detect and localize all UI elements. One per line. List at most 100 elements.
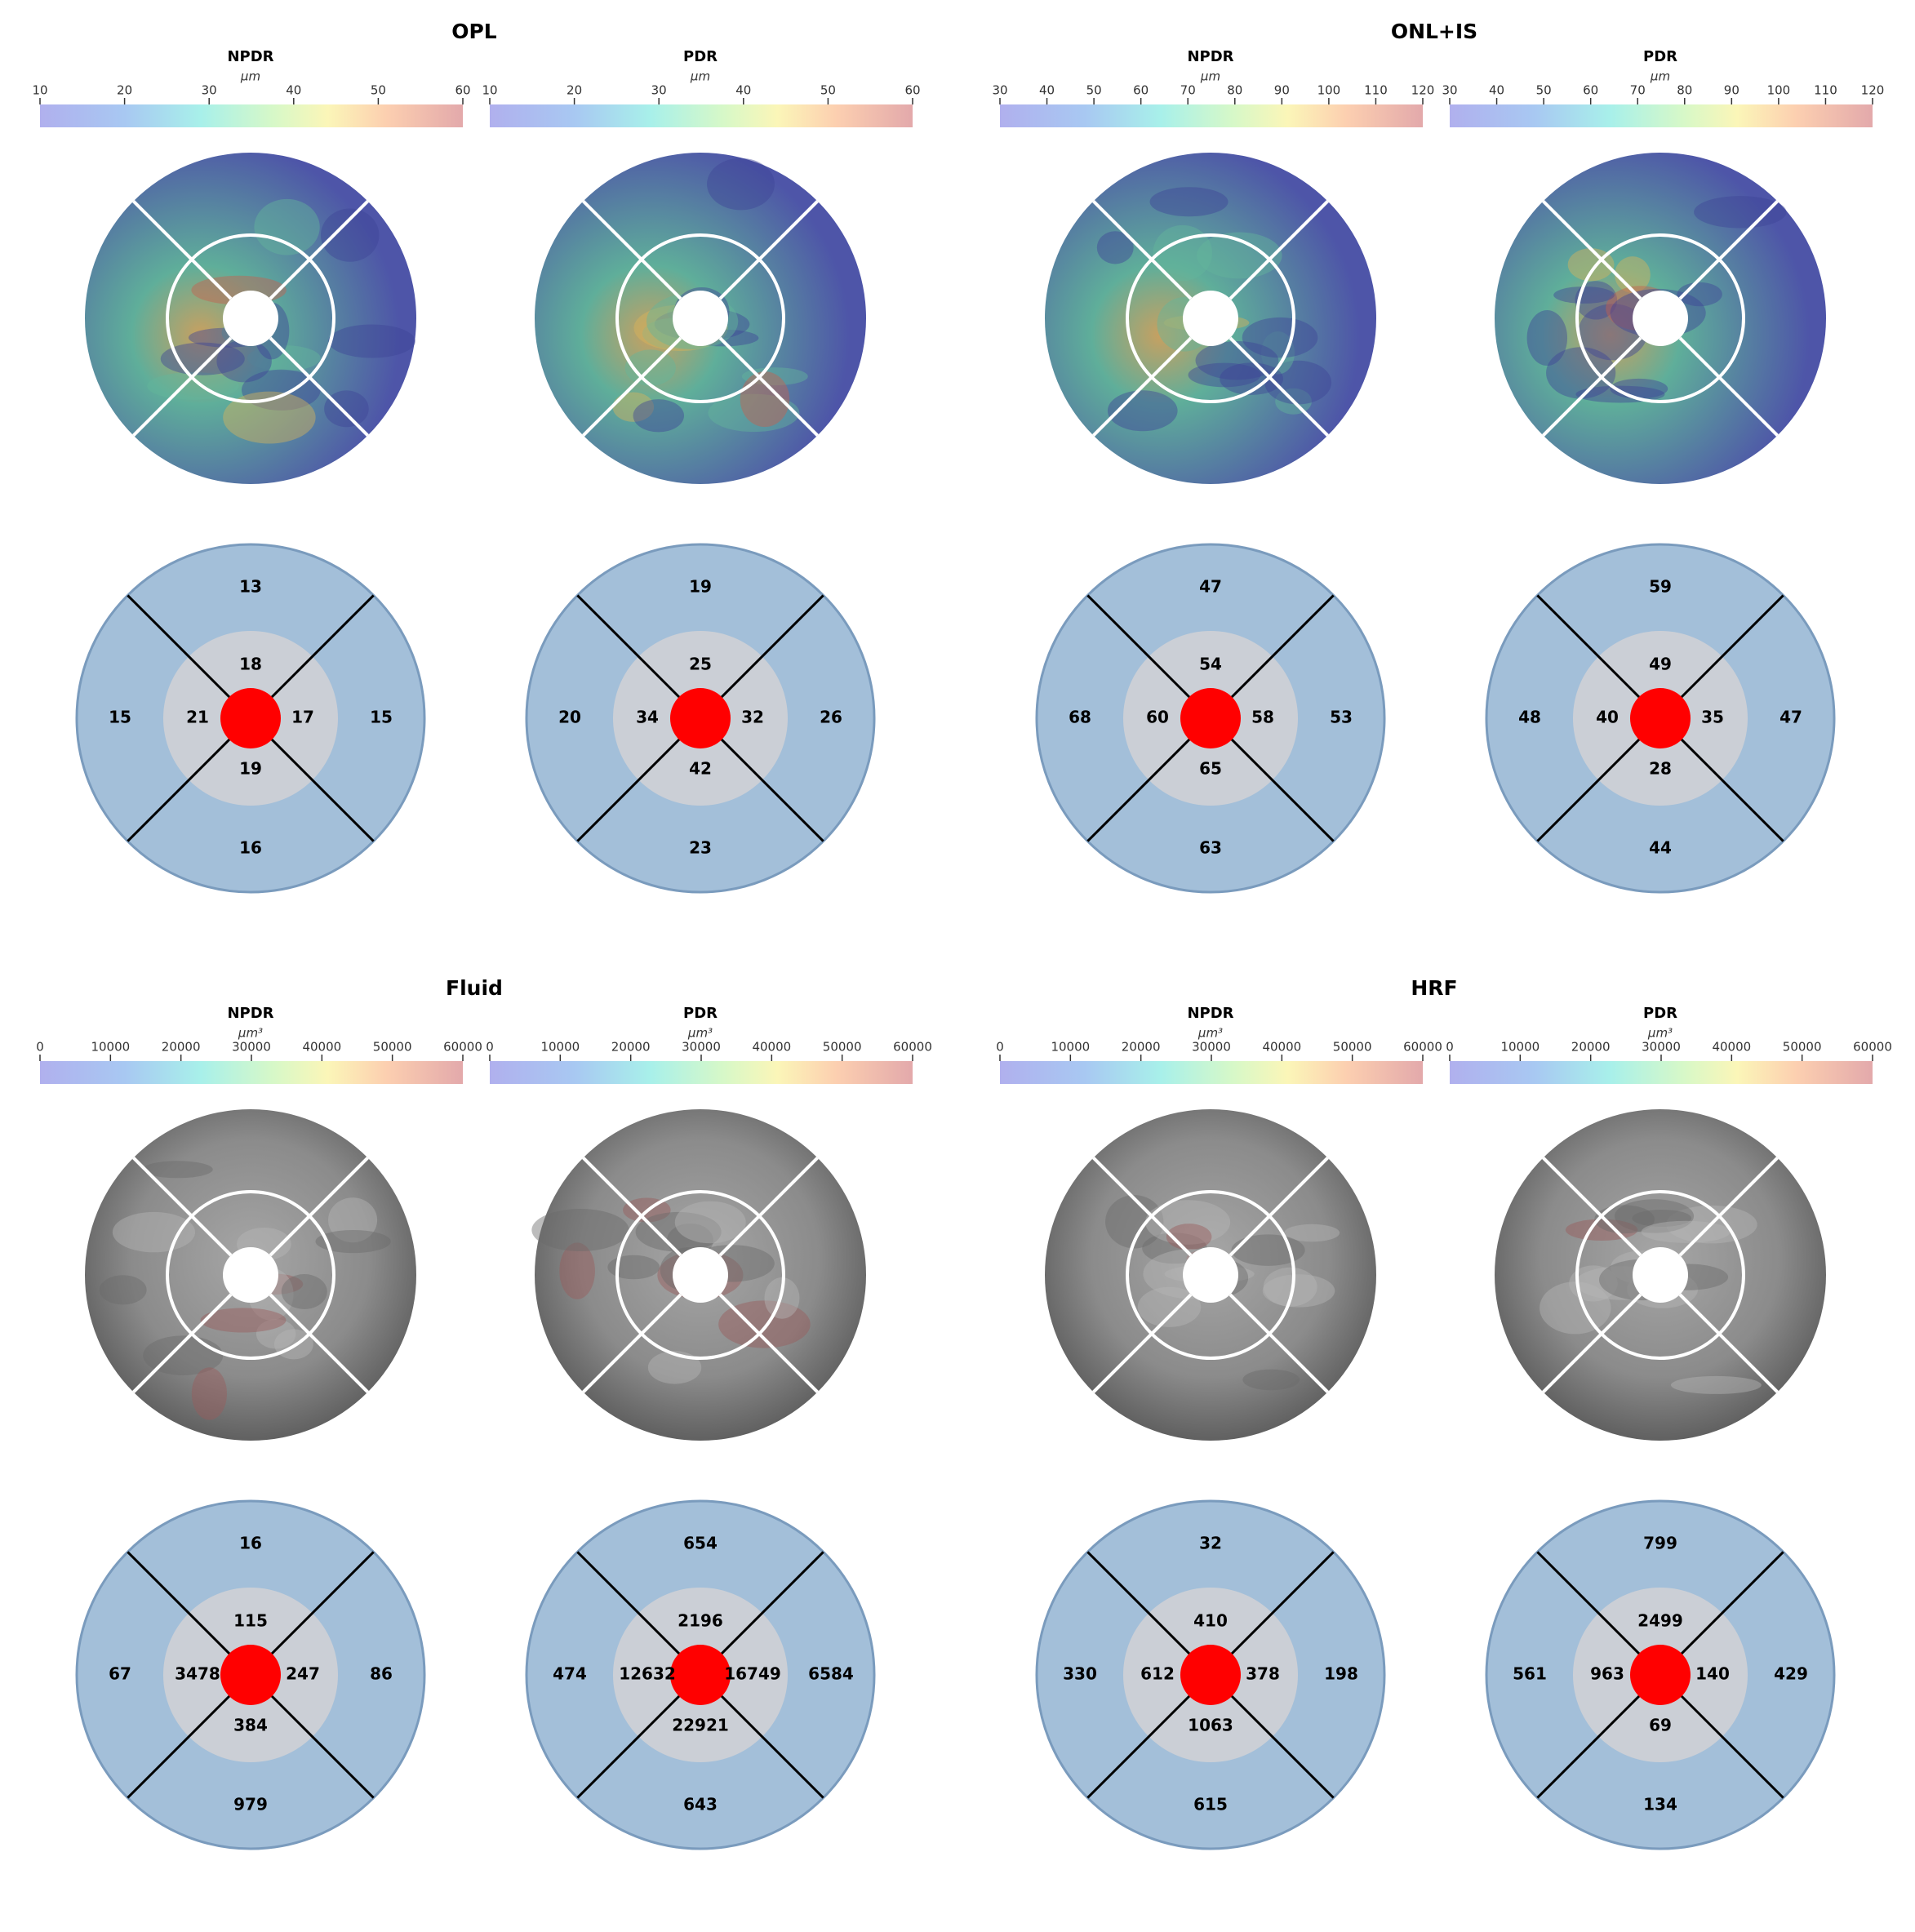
overlay-blotch	[191, 1367, 227, 1420]
fovea-center	[1630, 688, 1691, 748]
sector-value-outer-top: 13	[239, 577, 262, 597]
overlay-blotch	[99, 1275, 147, 1305]
colorbar-tick-label: 50000	[373, 1040, 412, 1055]
sector-divider-line	[1229, 1293, 1329, 1393]
sector-value-inner-right: 140	[1695, 1664, 1730, 1684]
inner-ring-outline	[166, 1190, 335, 1360]
overlay-blotch	[1096, 231, 1134, 264]
colorbar-tick-label: 50000	[1333, 1040, 1372, 1055]
sector-divider-line	[718, 1157, 819, 1257]
panel-pdr: PDR μm 30 40 50 60 70 80 90 100 110 120 59 44 48 47 49 28…	[1442, 48, 1884, 894]
panel-npdr: NPDR μm 30 40 50 60 70 80 90 100 110 120 47 63 68 53 54 6…	[992, 48, 1435, 894]
overlay-blotch	[328, 324, 415, 358]
colorbar	[40, 1061, 463, 1084]
panel-label: NPDR	[1187, 48, 1233, 65]
overlay-blotch	[1105, 1195, 1164, 1249]
colorbar-tick-label: 40000	[302, 1040, 341, 1055]
block-fluid: Fluid NPDR μm³ 0 10000 20000 30000 40000 50000 60…	[36, 976, 932, 1850]
overlay-blotch	[200, 1308, 287, 1333]
overlay-blotch	[633, 399, 685, 433]
colorbar-tick-label: 10	[482, 83, 497, 98]
inner-ring-outline	[1575, 1190, 1745, 1360]
sector-value-inner-top: 115	[233, 1611, 268, 1631]
overlay-blotch	[1641, 1220, 1731, 1243]
colorbar-tick-label: 80	[1227, 83, 1242, 98]
colorbar-tick-label: 20000	[1122, 1040, 1161, 1055]
overlay-blotch	[1553, 286, 1615, 304]
block-title: ONL+IS	[1391, 20, 1477, 43]
colorbar-tick-label: 120	[1411, 83, 1435, 98]
colorbar-tick-label: 40	[1039, 83, 1055, 98]
colorbar-tick-label: 60	[904, 83, 920, 98]
overlay-blotch	[254, 198, 320, 255]
overlay-blotch	[1107, 390, 1178, 432]
colorbar-tick-label: 100	[1767, 83, 1791, 98]
colorbar-tick-label: 10	[32, 83, 47, 98]
colorbar-tick-label: 30000	[232, 1040, 271, 1055]
sector-value-outer-left: 68	[1069, 708, 1091, 727]
sector-value-outer-right: 6584	[808, 1664, 854, 1684]
sector-divider-line	[1678, 1157, 1779, 1257]
colorbar-unit: μm³	[1647, 1026, 1673, 1041]
sector-value-outer-bottom: 23	[689, 838, 712, 858]
overlay-blotch	[708, 393, 800, 433]
colorbar-tick-label: 80	[1677, 83, 1692, 98]
sector-value-outer-bottom: 643	[683, 1795, 718, 1814]
colorbar-tick-label: 110	[1814, 83, 1837, 98]
block-onl-is: ONL+IS NPDR μm 30 40 50 60 70 80 90 100 110 120 47 63 6…	[992, 20, 1884, 894]
overlay-blotch	[112, 1211, 196, 1253]
overlay-blotch	[741, 367, 808, 386]
panel-pdr: PDR μm³ 0 10000 20000 30000 40000 50000 60000 799…	[1446, 1005, 1892, 1850]
fovea-hole	[1633, 291, 1688, 346]
panel-label: NPDR	[227, 48, 273, 65]
colorbar-tick-label: 30000	[1192, 1040, 1231, 1055]
colorbar-unit: μm	[240, 69, 260, 84]
colorbar-tick-label: 100	[1317, 83, 1341, 98]
fovea-hole	[1633, 1247, 1688, 1303]
fovea-center	[1630, 1645, 1691, 1705]
panel-npdr: NPDR μm³ 0 10000 20000 30000 40000 50000 60000 16…	[36, 1005, 482, 1850]
block-hrf: HRF NPDR μm³ 0 10000 20000 30000 40000 50000 6000…	[996, 976, 1892, 1850]
fovea-hole	[673, 291, 728, 346]
sector-divider-line	[718, 200, 819, 300]
panel-label: PDR	[683, 48, 718, 65]
sector-value-inner-bottom: 22921	[672, 1716, 729, 1735]
overlay-blotch	[1195, 340, 1279, 380]
colorbar-tick-label: 60	[1583, 83, 1598, 98]
colorbar-tick-label: 90	[1274, 83, 1290, 98]
sector-value-outer-top: 32	[1199, 1534, 1222, 1553]
sector-value-outer-left: 48	[1518, 708, 1541, 727]
overlay-blotch	[647, 1351, 702, 1384]
overlay-blotch	[1575, 281, 1618, 320]
panel-npdr: NPDR μm³ 0 10000 20000 30000 40000 50000 60000 32…	[996, 1005, 1442, 1850]
fovea-center	[670, 688, 731, 748]
sector-value-inner-right: 16749	[724, 1664, 781, 1684]
overlay-blotch	[1569, 1265, 1618, 1302]
sector-value-inner-bottom: 69	[1649, 1716, 1672, 1735]
overlay-blotch	[247, 345, 321, 371]
colorbar-tick-label: 40000	[752, 1040, 791, 1055]
sector-value-inner-top: 25	[689, 655, 712, 674]
colorbar-tick-label: 60000	[893, 1040, 932, 1055]
sector-divider-line	[1542, 1293, 1642, 1393]
colorbar	[1000, 104, 1423, 127]
overlay-blotch	[1242, 1369, 1300, 1391]
sector-divider-line	[1542, 200, 1642, 300]
sector-divider-line	[1229, 336, 1329, 437]
colorbar-tick-label: 20	[567, 83, 582, 98]
sector-divider-line	[269, 336, 369, 437]
colorbar	[1000, 1061, 1423, 1084]
colorbar-tick-label: 0	[1446, 1040, 1454, 1055]
colorbar-tick-label: 60000	[1403, 1040, 1442, 1055]
overlay-blotch	[281, 1274, 327, 1309]
fovea-center	[220, 688, 281, 748]
sector-value-outer-top: 799	[1643, 1534, 1677, 1553]
panel-label: NPDR	[227, 1005, 273, 1022]
sector-value-inner-bottom: 384	[233, 1716, 268, 1735]
sector-divider-line	[1678, 200, 1779, 300]
inner-ring-outline	[166, 233, 335, 403]
sector-value-inner-right: 32	[741, 708, 764, 727]
block-opl: OPL NPDR μm 10 20 30 40 50 60 13 16 15 15 18 19 21 17 PDR…	[32, 20, 921, 894]
overlay-blotch	[707, 158, 775, 211]
sector-value-inner-left: 40	[1596, 708, 1619, 727]
